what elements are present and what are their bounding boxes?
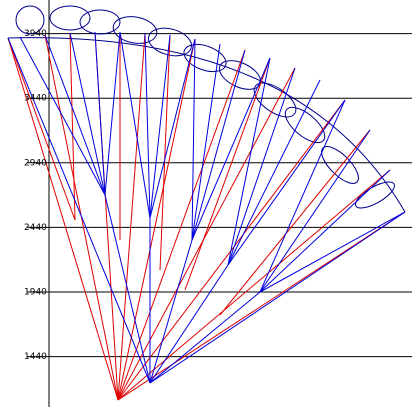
loops xyxy=(7,5,406,213)
blue-line xyxy=(191,57,271,241)
blue-line xyxy=(44,34,106,196)
red-line xyxy=(69,32,76,221)
blue-line xyxy=(144,32,151,219)
blue-line xyxy=(104,194,151,384)
blue-line xyxy=(259,169,391,293)
blue-line xyxy=(149,239,193,384)
red-line xyxy=(117,169,391,401)
y-tick-label: 2440 xyxy=(24,223,47,233)
blue-line xyxy=(227,79,321,266)
blue-line xyxy=(227,57,271,266)
blue-line xyxy=(259,99,346,293)
blue-line xyxy=(149,264,229,384)
red-line xyxy=(7,37,76,221)
y-tick-label: 3940 xyxy=(24,29,47,39)
loop xyxy=(112,16,158,44)
red-line xyxy=(7,37,119,401)
loop xyxy=(218,60,262,90)
red-line xyxy=(184,57,271,291)
loop xyxy=(147,27,193,57)
blue-line xyxy=(191,38,196,241)
blue-line xyxy=(104,31,121,196)
blue-line xyxy=(149,38,196,219)
blue-line xyxy=(191,49,246,241)
blue-lines xyxy=(7,31,406,384)
blue-line xyxy=(227,99,346,266)
loop xyxy=(284,106,326,144)
red-line xyxy=(117,211,406,401)
blue-line xyxy=(149,291,261,384)
red-line xyxy=(117,38,196,401)
arc xyxy=(7,37,406,213)
y-tick-label: 2940 xyxy=(24,158,47,168)
loop xyxy=(79,9,121,35)
loop xyxy=(49,5,91,31)
tick-labels: 3940 3440 2940 2440 1940 1440 xyxy=(24,29,47,362)
red-line xyxy=(159,34,171,271)
blue-line xyxy=(149,211,406,384)
loop xyxy=(253,82,297,118)
loop xyxy=(15,5,45,35)
blue-line xyxy=(69,32,106,196)
blue-line xyxy=(94,31,106,196)
blue-line xyxy=(259,211,406,293)
blue-line xyxy=(7,37,151,384)
red-line xyxy=(117,67,296,401)
red-line xyxy=(117,49,246,401)
blue-line xyxy=(119,31,151,219)
red-line xyxy=(117,32,146,401)
blue-line xyxy=(259,129,371,293)
y-tick-label: 1940 xyxy=(24,288,47,298)
blue-line xyxy=(149,34,171,219)
loop xyxy=(183,43,227,73)
blue-line xyxy=(191,43,221,241)
y-tick-label: 3440 xyxy=(24,94,47,104)
grid xyxy=(27,33,412,358)
red-line xyxy=(219,129,371,316)
y-tick-label: 1440 xyxy=(24,352,47,362)
blue-line xyxy=(19,36,106,196)
blue-line xyxy=(227,67,296,266)
